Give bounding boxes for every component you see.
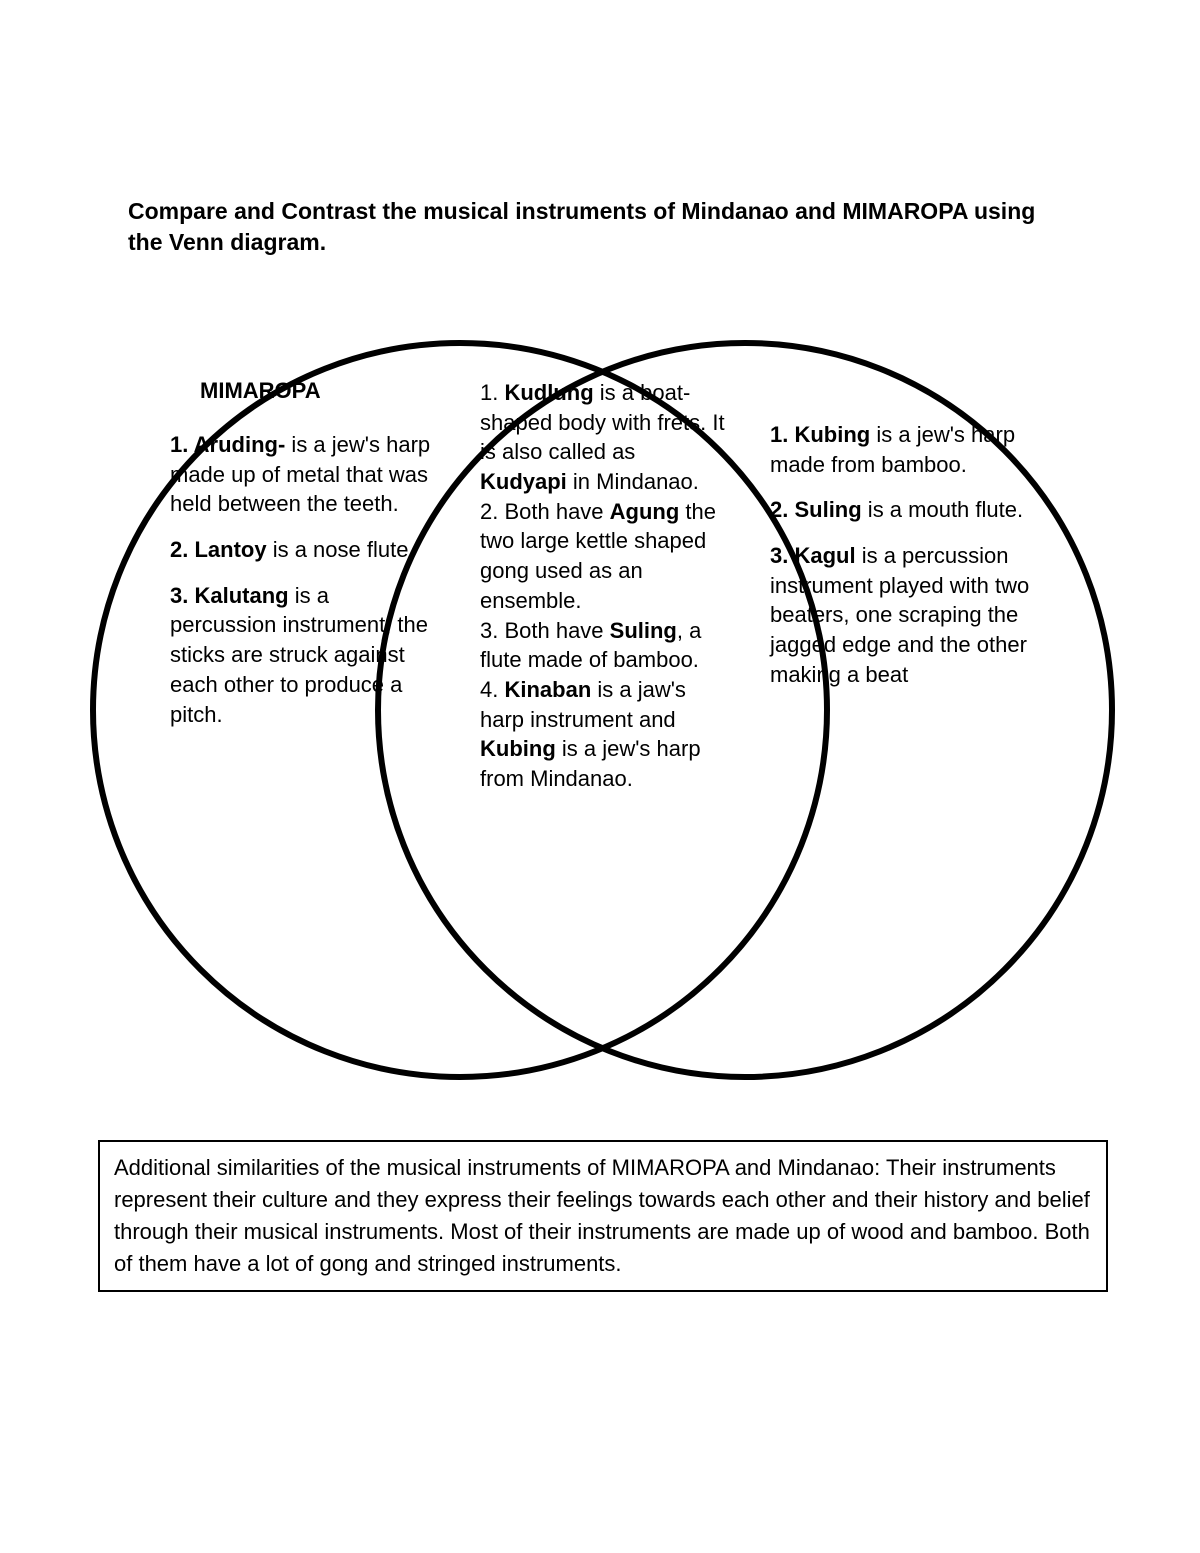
left-section-label: MIMAROPA (200, 378, 321, 404)
list-item: 1. Kudlung is a boat- shaped body with f… (480, 378, 725, 497)
list-item: 2. Suling is a mouth flute. (770, 495, 1030, 525)
list-item: 1. Kubing is a jew's harp made from bamb… (770, 420, 1030, 479)
additional-text: Additional similarities of the musical i… (114, 1155, 1090, 1276)
page: Compare and Contrast the musical instrum… (0, 0, 1200, 1553)
left-text-block: 1. Aruding- is a jew's harp made up of m… (170, 430, 440, 745)
list-item: 1. Aruding- is a jew's harp made up of m… (170, 430, 440, 519)
center-text-block: 1. Kudlung is a boat- shaped body with f… (480, 378, 725, 794)
list-item: 3. Kalutang is a percussion instrument; … (170, 581, 440, 729)
list-item: 4. Kinaban is a jaw's harp instrument an… (480, 675, 725, 794)
list-item: 3. Both have Suling, a flute made of bam… (480, 616, 725, 675)
additional-box: Additional similarities of the musical i… (98, 1140, 1108, 1292)
list-item: 2. Both have Agung the two large kettle … (480, 497, 725, 616)
page-title: Compare and Contrast the musical instrum… (128, 196, 1068, 258)
list-item: 2. Lantoy is a nose flute. (170, 535, 440, 565)
right-text-block: 1. Kubing is a jew's harp made from bamb… (770, 420, 1030, 706)
list-item: 3. Kagul is a percussion instrument play… (770, 541, 1030, 689)
